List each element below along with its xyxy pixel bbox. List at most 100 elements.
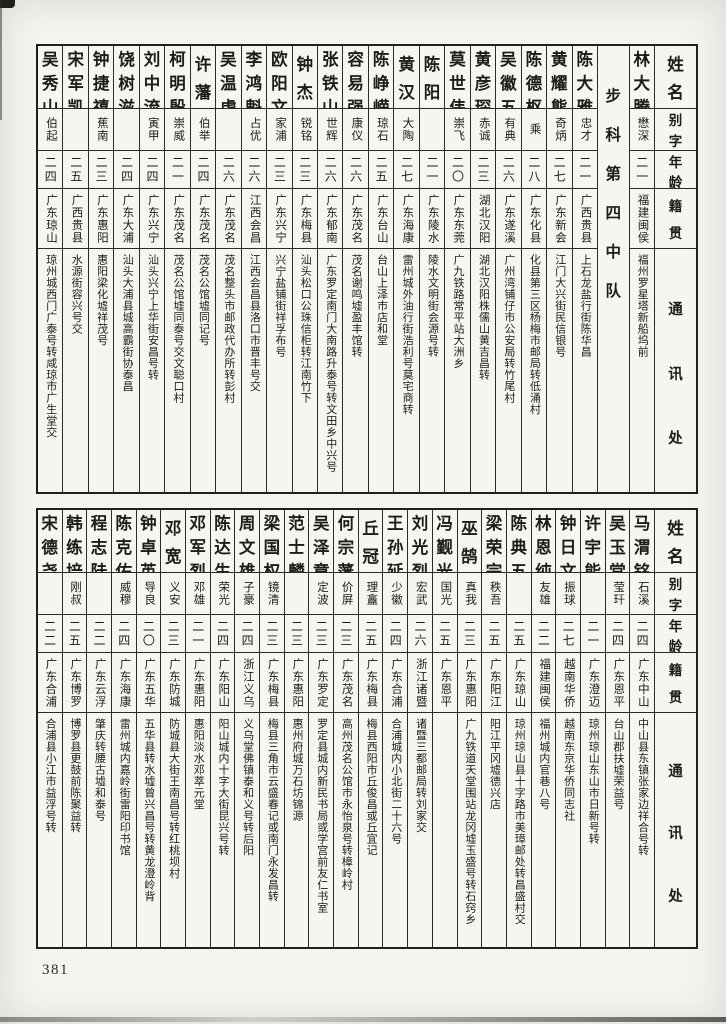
entry-native: 广东惠阳 — [457, 652, 482, 712]
entry-alias: 崇飞 — [445, 108, 470, 150]
entry-name: 李鸿魁 — [242, 46, 266, 108]
entry-alias — [63, 108, 88, 150]
entry-contact: 惠阳淡水邓萃元堂 — [185, 712, 210, 947]
entry-age: 二三 — [161, 614, 185, 652]
page-number: 381 — [42, 962, 69, 978]
char: 生 — [214, 562, 231, 572]
entry-alias: 威穆 — [111, 572, 136, 614]
char: 许 — [584, 514, 602, 533]
entry-age: 二二 — [87, 614, 111, 652]
roster-table-top: 姓名 别字 年龄 籍贯 通讯处 林大腾懋深 二一 福建闽侯 福州罗星塔新船坞前步科第四… — [36, 44, 698, 494]
char: 堂 — [609, 562, 626, 572]
entry-alias: 蕉南 — [88, 108, 114, 150]
entry-contact-text: 汕头大浦县城高霸街协泰昌 — [121, 254, 134, 392]
entry-native: 广东阳山 — [210, 652, 235, 712]
entry-age: 二四 — [383, 614, 408, 652]
entry-age-text: 二〇 — [141, 619, 156, 648]
entry-alias: 伯起 — [38, 108, 63, 150]
entry-name-text: 钟杰 — [293, 46, 317, 108]
char: 讯 — [668, 366, 683, 383]
entry-age: 二三 — [334, 614, 358, 652]
entry-age-text: 二六 — [348, 155, 363, 184]
char: 吴 — [500, 50, 517, 69]
entry-age: 二七 — [556, 614, 580, 652]
entry-native: 广东茂名 — [343, 188, 368, 248]
entry-name-text: 吴泽章 — [309, 510, 333, 572]
entry-contact-text: 化县第三区杨梅市邮局转低涌村 — [528, 254, 541, 415]
entry-alias: 锐铭 — [292, 108, 317, 150]
entry-native-text: 广东茂名 — [197, 193, 210, 244]
entry-contact: 防城县大街王南昌号转红桃坝村 — [161, 712, 185, 947]
entry-alias: 国光 — [432, 572, 457, 614]
char: 中 — [605, 244, 622, 261]
entry-name-text: 邓宽 — [161, 510, 185, 572]
entry-contact: 梅县三角市云盛春记或南门永发昌转 — [260, 712, 284, 947]
entry-column: 刘中流寅甲 二四 广东兴宁 汕头兴宁上华街安昌号转 — [138, 46, 165, 492]
char: 虎 — [220, 98, 237, 108]
entry-alias-text: 有典 — [503, 117, 516, 142]
entry-name: 韩练培 — [63, 510, 87, 572]
entry-age-text: 二三 — [314, 619, 329, 648]
char: 日 — [559, 538, 577, 557]
entry-alias: 理盫 — [358, 572, 383, 614]
entry-age-text: 二三 — [475, 155, 490, 184]
char: 丘 — [362, 518, 379, 538]
entry-name-text: 柯明殷 — [165, 46, 189, 108]
entry-name-text: 梁国权 — [260, 510, 284, 572]
entry-name-text: 巫鹄 — [458, 510, 482, 572]
entry-age: 二五 — [358, 614, 383, 652]
entry-alias: 世辉 — [318, 108, 343, 150]
char: 宗 — [337, 538, 355, 557]
entry-column: 丘冠理盫 二五 广东梅县 梅县西阳市丘俊昌或丘宜记 — [357, 510, 383, 947]
entry-contact-text: 台山上泽市店和堂 — [375, 254, 388, 346]
char: 克 — [115, 538, 132, 557]
entry-name: 黄彦琛 — [471, 46, 495, 108]
entry-name-text: 钟捷禧 — [89, 46, 113, 108]
entry-alias — [114, 108, 139, 150]
entry-alias: 寅甲 — [139, 108, 165, 150]
entry-name: 饶树滋 — [114, 46, 138, 108]
entry-name: 刘中流 — [140, 46, 164, 108]
entry-age: 二四 — [190, 150, 216, 188]
entry-contact: 雷州城外油行街浩利号莫宅商转 — [394, 248, 419, 492]
entry-age: 二七 — [394, 150, 419, 188]
entry-alias-text: 锐铭 — [299, 117, 312, 142]
entry-contact: 茂名谢鸣墟盈丰馆转 — [343, 248, 368, 492]
roster-table-bottom: 姓名 别字 年龄 籍贯 通讯处 马渭铭石溪 二四 广东中山 中山县东镇张家边祥合号转吴… — [36, 508, 698, 949]
char: 字 — [668, 133, 683, 149]
entry-age: 二〇 — [445, 150, 470, 188]
entry-age: 二五 — [506, 614, 531, 652]
entry-age: 二四 — [38, 150, 63, 188]
header-alias-label: 别字 — [655, 573, 696, 614]
entry-age: 二四 — [630, 614, 654, 652]
entry-name: 吴温虎 — [216, 46, 240, 108]
char: 世 — [449, 74, 466, 93]
entry-contact: 阳江平冈墟德兴店 — [482, 712, 506, 947]
entry-native: 广东陵水 — [419, 188, 445, 248]
entry-age-text: 二五 — [437, 619, 452, 648]
entry-native-text: 湖北汉阳 — [477, 193, 490, 244]
entry-name: 陈峥嵘 — [369, 46, 393, 108]
entry-contact: 合浦县小江市益浮号转 — [37, 712, 62, 947]
entry-contact: 兴宁盐铺街祥孚布号 — [267, 248, 292, 492]
entry-native: 广东遂溪 — [496, 188, 521, 248]
entry-name-text: 钟日文 — [556, 510, 580, 572]
entry-native-text: 广东茂名 — [340, 657, 353, 708]
entry-native-text: 广东茂名 — [172, 193, 185, 244]
entry-alias-text: 国光 — [439, 581, 452, 606]
entry-alias-text: 琼石 — [375, 117, 388, 142]
entry-contact-text: 茂名整头市邮政代办所转彭村 — [222, 254, 235, 404]
entry-alias-text: 真我 — [464, 581, 477, 606]
entry-alias-text: 家浦 — [274, 117, 287, 142]
entry-age-text: 二三 — [289, 619, 304, 648]
header-name: 姓名 — [655, 510, 696, 572]
entry-name-text: 刘光烈 — [408, 510, 432, 572]
entry-contact-text: 琼州琼山县十字路市美璋邮处转昌盛村交 — [513, 718, 526, 925]
entry-native-text: 广东博罗 — [69, 657, 82, 708]
entry-name-text: 韩练培 — [63, 510, 87, 572]
entry-age: 二三 — [88, 150, 114, 188]
entry-native-text: 广东陵水 — [426, 193, 439, 244]
entry-name-text: 陈大雅 — [573, 46, 597, 108]
entry-alias: 宏武 — [408, 572, 432, 614]
entry-alias: 荣光 — [210, 572, 235, 614]
